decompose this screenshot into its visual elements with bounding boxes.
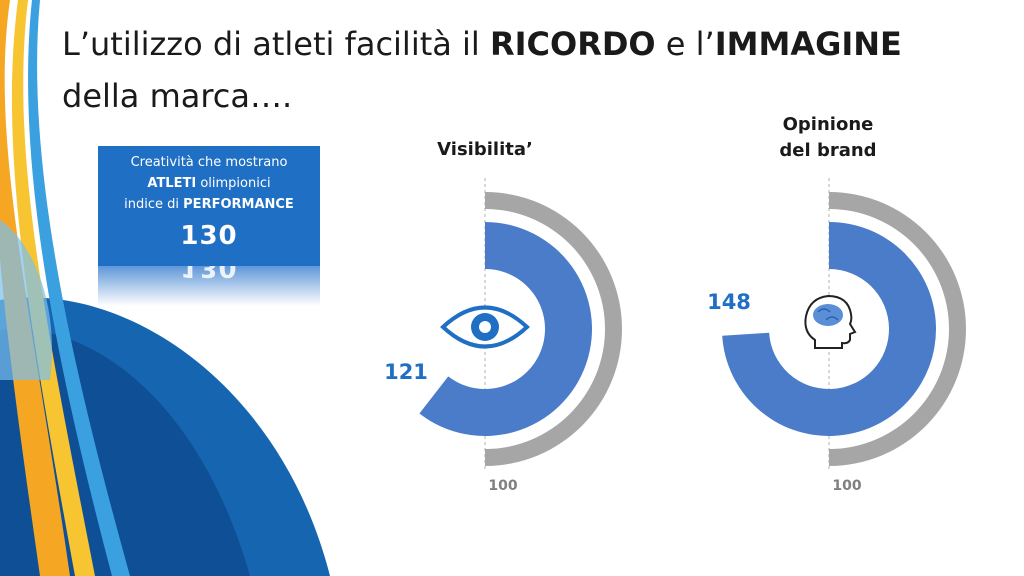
card-line-3: indice di PERFORMANCE xyxy=(124,197,294,212)
chart-1-reference-label: 100 xyxy=(488,478,517,494)
card-line-1: Creatività che mostrano xyxy=(130,155,288,170)
chart-1-value-label: 121 xyxy=(384,360,428,384)
chart-2-reference-arc xyxy=(829,192,966,466)
card-value: 130 xyxy=(180,221,238,251)
chart-2-reference-label: 100 xyxy=(832,478,861,494)
chart-1-reference-arc xyxy=(485,192,622,466)
performance-card: Creatività che mostrano ATLETI olimpioni… xyxy=(98,146,320,266)
chart-2-value-label: 148 xyxy=(707,290,751,314)
card-value-reflection: 130 xyxy=(98,266,320,306)
chart-1-title: Visibilita’ xyxy=(437,139,533,160)
head-brain-icon xyxy=(804,294,857,349)
chart-2-title: Opinione del brand xyxy=(779,114,877,161)
chart-2-value-arc xyxy=(722,222,936,436)
eye-icon xyxy=(440,305,530,349)
card-line-2: ATLETI olimpionici xyxy=(147,176,271,191)
slide-title: L’utilizzo di atleti facilità il RICORDO… xyxy=(62,25,902,115)
chart-1-value-arc xyxy=(419,222,592,436)
